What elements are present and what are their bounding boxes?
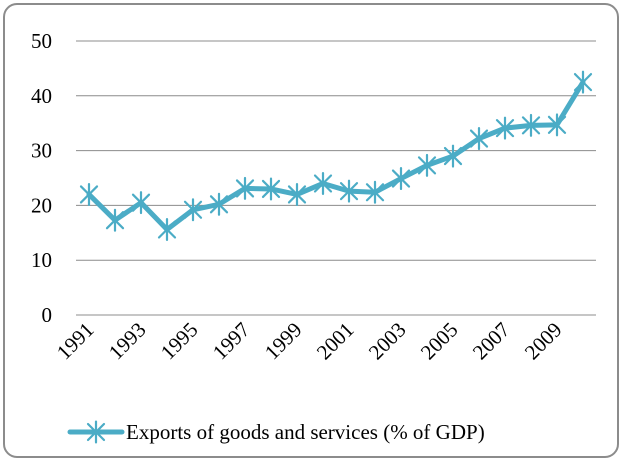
legend-marker-sample [86,420,106,444]
data-point-1992 [105,208,125,232]
data-point-2007 [495,116,515,140]
x-tick-label-2003: 2003 [364,318,411,365]
legend-label: Exports of goods and services (% of GDP) [126,420,485,444]
data-point-2009 [547,113,567,137]
x-tick-label-2009: 2009 [520,318,567,365]
y-axis-ticks: 0 10 20 30 40 50 [31,29,52,327]
x-tick-label-2005: 2005 [416,318,463,365]
y-tick-label-20: 20 [31,193,52,217]
data-point-2004 [417,153,437,177]
data-point-1998 [261,177,281,201]
y-tick-label-50: 50 [31,29,52,53]
x-tick-label-2001: 2001 [312,318,359,365]
data-point-1996 [209,192,229,216]
x-tick-label-1999: 1999 [260,318,307,365]
legend-asterisk [86,420,106,444]
x-tick-label-1997: 1997 [208,318,255,365]
x-tick-label-1995: 1995 [156,318,203,365]
data-point-1997 [235,176,255,200]
data-point-1994 [157,218,177,242]
data-point-2002 [365,180,385,204]
gridlines [76,40,596,261]
series-layer [79,70,593,242]
data-point-2003 [391,167,411,191]
y-tick-label-10: 10 [31,248,52,272]
legend: Exports of goods and services (% of GDP) [67,420,485,444]
data-point-1999 [287,182,307,206]
x-tick-label-2007: 2007 [468,318,515,365]
y-tick-label-40: 40 [31,84,52,108]
data-point-2006 [469,127,489,151]
data-point-2000 [313,171,333,195]
data-point-2010 [573,70,593,94]
x-tick-label-1991: 1991 [52,318,99,365]
y-tick-label-30: 30 [31,139,52,163]
data-point-1991 [79,182,99,206]
data-point-1993 [131,191,151,215]
data-point-1995 [183,198,203,222]
x-axis-ticks: 1991 1993 1995 1997 1999 2001 2003 2005 2007 2009 [52,318,567,365]
series-line [86,79,586,233]
y-tick-label-0: 0 [42,303,53,327]
data-point-2001 [339,179,359,203]
data-point-2008 [521,113,541,137]
chart-frame [3,3,619,458]
data-point-2005 [443,144,463,168]
x-tick-label-1993: 1993 [104,318,151,365]
